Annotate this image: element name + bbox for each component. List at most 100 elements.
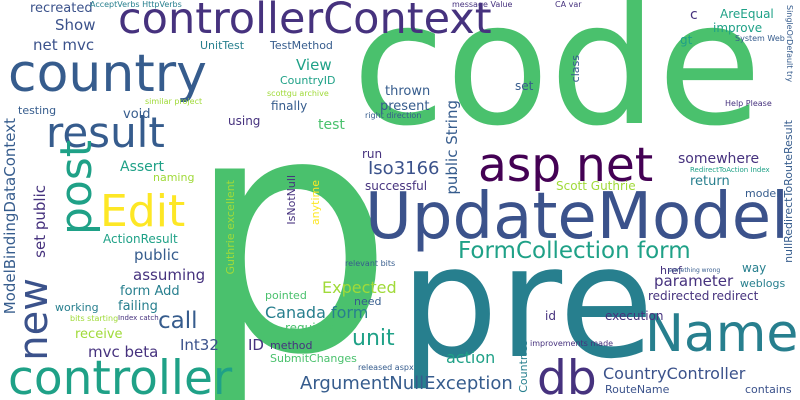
- word-present: present: [380, 99, 430, 114]
- word-using: using: [228, 114, 261, 128]
- word-iso3166: Iso3166: [368, 158, 440, 179]
- word-countryid: CountryID: [280, 74, 336, 87]
- word-submitchanges: SubmitChanges: [270, 352, 357, 365]
- word-finally: finally: [271, 99, 308, 113]
- word-set-public: set public: [31, 185, 49, 258]
- word-help-please: Help Please: [725, 99, 772, 108]
- word-mvc-beta: mvc beta: [88, 343, 159, 361]
- word-countries: Countries: [517, 340, 530, 393]
- word-assuming: assuming: [133, 266, 206, 284]
- word-naming: naming: [153, 171, 195, 184]
- word-void: void: [123, 107, 151, 122]
- word-public: public: [134, 246, 180, 264]
- word-failing: failing: [118, 299, 158, 314]
- word-message-value: message Value: [452, 0, 513, 9]
- word-method: method: [270, 339, 313, 352]
- word-pointed: pointed: [265, 289, 307, 302]
- word-bits-starting: bits starting: [70, 314, 119, 323]
- word-singleordefault: SingleOrDefault try: [785, 5, 794, 83]
- word-name: Name: [645, 304, 799, 364]
- word-thrown: thrown: [385, 84, 431, 99]
- word-call: call: [158, 308, 198, 334]
- word-requires: requires: [285, 321, 334, 335]
- word-improvements-made: improvements made: [530, 339, 614, 348]
- word-p: p: [185, 43, 395, 400]
- word-show: Show: [55, 16, 96, 34]
- word-asp-net: asp net: [478, 138, 654, 193]
- word-way: way: [742, 261, 767, 275]
- word-unittest: UnitTest: [200, 39, 245, 52]
- word-routename: RouteName: [605, 383, 670, 396]
- word-canada-form: Canada form: [265, 303, 369, 322]
- word-assert: Assert: [120, 159, 165, 175]
- word-scott-guthrie: Scott Guthrie: [556, 179, 636, 193]
- word-testing: testing: [18, 104, 57, 117]
- word-testmethod: TestMethod: [270, 39, 333, 52]
- word-released-aspx: released aspx: [358, 363, 414, 372]
- word-unit: unit: [352, 326, 395, 351]
- word-updatemodel: UpdateModel: [365, 180, 789, 254]
- word-areequal: AreEqual: [720, 7, 774, 21]
- word-formcollection-form: FormCollection form: [458, 238, 691, 264]
- word-new: new: [11, 278, 57, 361]
- word-return: return: [690, 174, 730, 189]
- word-weblogs: weblogs: [740, 277, 786, 290]
- word-right-direction: right direction: [365, 111, 422, 120]
- word-test: test: [318, 117, 345, 133]
- word-guthrie-excellent: Guthrie excellent: [224, 180, 237, 275]
- word-id: ID: [248, 336, 264, 354]
- word-isnotnull: IsNotNull: [285, 175, 298, 225]
- word-working: working: [55, 301, 99, 314]
- word-net-mvc: net mvc: [33, 36, 95, 54]
- word-controller: controller: [8, 351, 233, 400]
- word-id-lower: id: [545, 309, 556, 323]
- word-anytime: anytime: [309, 180, 322, 226]
- word-class: class: [569, 55, 582, 83]
- word-edit: Edit: [100, 186, 186, 237]
- word-code: code: [352, 0, 762, 164]
- word-post: post: [51, 140, 102, 236]
- word-execution: execution: [605, 309, 664, 323]
- word-form-add: form Add: [120, 284, 180, 299]
- word-argumentnullexception: ArgumentNullException: [300, 373, 513, 394]
- word-int32: Int32: [180, 336, 219, 354]
- word-run: run: [362, 147, 383, 161]
- word-result: result: [46, 108, 165, 157]
- word-somewhere: somewhere: [678, 151, 760, 167]
- word-something-wrong: something wrong: [668, 267, 721, 274]
- word-set: set: [515, 79, 534, 93]
- word-redirected: redirected: [648, 289, 710, 303]
- word-successful: successful: [365, 179, 428, 193]
- word-similar-project: similar project: [145, 97, 203, 106]
- word-relevant-bits: relevant bits: [345, 259, 396, 268]
- word-scottgu-archive: scottgu archive: [267, 89, 329, 98]
- word-public-string: public String: [443, 100, 461, 195]
- word-c: c: [690, 7, 698, 23]
- word-country: country: [8, 44, 207, 104]
- word-system-web: System Web: [735, 34, 785, 43]
- word-ca-var: CA var: [555, 0, 582, 9]
- word-view: View: [296, 56, 332, 74]
- word-improve: improve: [713, 21, 763, 35]
- word-receive: receive: [75, 327, 123, 342]
- word-recreated: recreated: [30, 1, 93, 16]
- word-need: need: [354, 295, 382, 308]
- word-pre: pre: [400, 212, 655, 393]
- word-index-catch: Index catch: [118, 314, 159, 322]
- word-actionresult: ActionResult: [103, 232, 178, 246]
- word-model: model: [745, 187, 780, 200]
- word-controllercontext: controllerContext: [118, 0, 492, 44]
- word-acceptverbs: AcceptVerbs HttpVerbs: [90, 0, 182, 9]
- word-db: db: [537, 351, 597, 400]
- word-action: action: [446, 348, 496, 367]
- word-redirecttoroute: nullRedirectToRouteResult: [782, 120, 795, 263]
- word-gt: gt: [680, 33, 693, 47]
- word-countrycontroller: CountryController: [603, 364, 746, 383]
- word-expected: Expected: [322, 278, 397, 297]
- word-redirect: redirect: [712, 289, 759, 303]
- word-parameter: parameter: [654, 272, 734, 290]
- word-modelbindingdatacontext: ModelBindingDataContext: [1, 118, 19, 315]
- word-contains: contains: [745, 383, 792, 396]
- word-href: href: [660, 264, 682, 277]
